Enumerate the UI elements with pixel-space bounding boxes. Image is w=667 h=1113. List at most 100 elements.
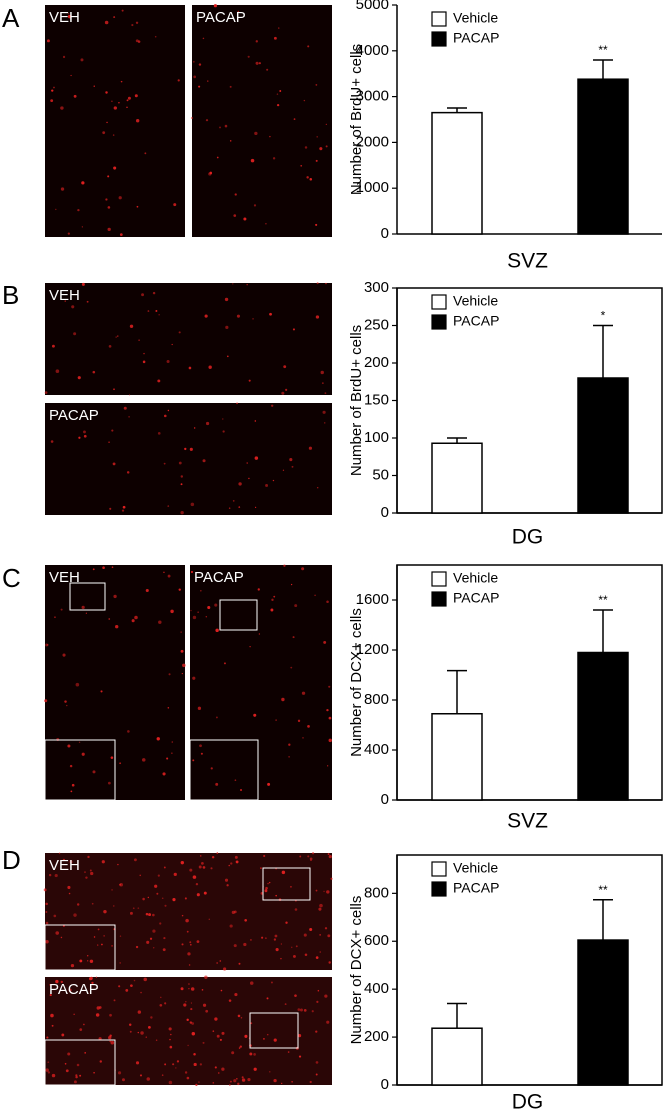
cell-signal <box>195 882 199 886</box>
cell-signal <box>205 119 209 122</box>
cell-signal <box>73 1013 75 1016</box>
cell-signal <box>268 881 271 884</box>
cell-signal <box>221 1067 225 1071</box>
cell-signal <box>301 691 306 695</box>
cell-signal <box>328 716 332 720</box>
cell-signal <box>66 704 68 707</box>
cell-signal <box>246 283 248 286</box>
cell-signal <box>70 790 73 793</box>
cell-signal <box>89 959 94 964</box>
bar <box>431 442 483 514</box>
cell-signal <box>261 936 264 939</box>
cell-signal <box>173 872 177 877</box>
cell-signal <box>171 752 173 754</box>
cell-signal <box>51 89 54 92</box>
y-tick-label: 250 <box>364 316 389 333</box>
cell-signal <box>178 588 181 591</box>
cell-signal <box>170 1033 172 1036</box>
cell-signal <box>264 937 267 940</box>
cell-signal <box>254 131 258 136</box>
bar <box>577 939 629 1086</box>
cell-signal <box>163 936 166 940</box>
cell-signal <box>193 1062 197 1067</box>
cell-signal <box>229 1084 231 1086</box>
cell-signal <box>46 1036 49 1039</box>
cell-signal <box>292 954 296 958</box>
cell-signal <box>228 999 232 1002</box>
cell-signal <box>249 1052 253 1056</box>
inset-box <box>249 1012 299 1049</box>
cell-signal <box>153 947 155 949</box>
cell-signal <box>95 1013 100 1017</box>
cell-signal <box>228 864 230 867</box>
y-tick-label: 1600 <box>356 591 389 608</box>
cell-signal <box>118 985 121 988</box>
cell-signal <box>315 159 318 162</box>
cell-signal <box>202 37 205 40</box>
cell-signal <box>199 744 202 748</box>
micrograph <box>45 403 332 515</box>
cell-signal <box>164 1002 167 1005</box>
cell-signal <box>111 889 113 891</box>
cell-signal <box>189 1021 193 1024</box>
cell-signal <box>180 987 184 991</box>
cell-signal <box>180 860 185 865</box>
image-label: VEH <box>49 287 80 304</box>
cell-signal <box>207 80 209 82</box>
cell-signal <box>291 946 293 949</box>
cell-signal <box>202 1003 207 1007</box>
cell-signal <box>284 1003 287 1006</box>
x-axis-label: DG <box>512 526 544 549</box>
cell-signal <box>266 68 269 71</box>
cell-signal <box>239 788 243 792</box>
cell-signal <box>53 86 55 89</box>
cell-signal <box>280 957 282 960</box>
cell-signal <box>297 1008 301 1011</box>
y-tick-label: 50 <box>372 466 389 483</box>
cell-signal <box>121 509 125 512</box>
cell-signal <box>120 80 123 83</box>
cell-signal <box>265 484 268 487</box>
cell-signal <box>71 305 75 309</box>
cell-signal <box>303 99 306 102</box>
cell-signal <box>220 989 223 992</box>
y-tick-label: 200 <box>364 1028 389 1045</box>
cell-signal <box>190 1008 193 1011</box>
cell-signal <box>168 1080 173 1085</box>
cell-signal <box>192 759 195 762</box>
cell-signal <box>84 871 86 873</box>
cell-signal <box>103 909 107 914</box>
cell-signal <box>213 4 218 8</box>
cell-signal <box>267 882 269 885</box>
cell-signal <box>181 672 183 675</box>
cell-signal <box>249 981 254 985</box>
cell-signal <box>75 1074 78 1077</box>
cell-signal <box>196 893 200 897</box>
cell-signal <box>154 35 157 38</box>
cell-signal <box>271 981 273 984</box>
cell-signal <box>86 300 89 303</box>
cell-signal <box>326 1020 330 1024</box>
panel-letter: A <box>2 3 20 33</box>
cell-signal <box>169 1038 171 1041</box>
cell-signal <box>326 708 329 712</box>
cell-signal <box>86 955 89 957</box>
cell-signal <box>190 570 194 574</box>
cell-signal <box>80 58 84 62</box>
cell-signal <box>168 1027 172 1031</box>
cell-signal <box>307 855 310 858</box>
cell-signal <box>228 507 231 509</box>
cell-signal <box>107 781 111 785</box>
cell-signal <box>147 310 150 312</box>
cell-signal <box>294 994 297 997</box>
legend-label: Vehicle <box>453 570 498 586</box>
cell-signal <box>118 102 120 104</box>
cell-signal <box>246 462 248 464</box>
cell-signal <box>187 952 191 956</box>
cell-signal <box>69 860 73 864</box>
cell-signal <box>273 1078 277 1083</box>
cell-signal <box>134 94 138 98</box>
cell-signal <box>47 1071 51 1074</box>
cell-signal <box>198 865 202 869</box>
y-tick-label: 0 <box>381 225 389 242</box>
